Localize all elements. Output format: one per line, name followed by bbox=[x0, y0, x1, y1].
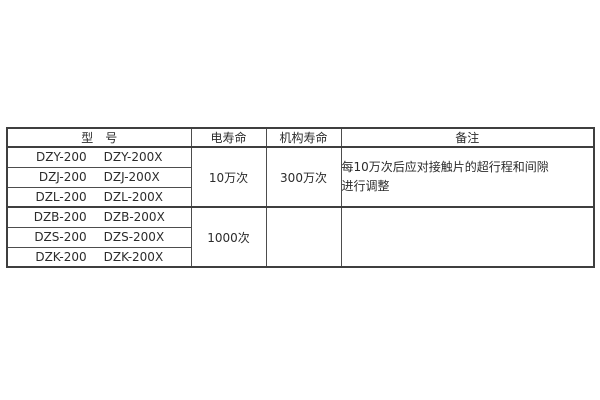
mechanism-life-group2-cell bbox=[265, 206, 342, 268]
col-header-electrical-life: 电寿命 bbox=[190, 127, 267, 148]
model-cell-dzj: DZJ-200 DZJ-200X bbox=[6, 166, 192, 188]
model-name-variant: DZS-200X bbox=[103, 230, 165, 244]
model-cell-dzy: DZY-200 DZY-200X bbox=[6, 146, 192, 168]
col-header-model: 型 号 bbox=[6, 127, 192, 148]
remarks-group2-cell bbox=[340, 206, 595, 268]
model-name-primary: DZK-200 bbox=[35, 249, 87, 264]
model-name-primary: DZJ-200 bbox=[38, 170, 87, 184]
model-pair: DZB-200 DZB-200X bbox=[8, 210, 191, 224]
model-name-primary: DZB-200 bbox=[33, 210, 87, 225]
model-pair: DZK-200 DZK-200X bbox=[8, 250, 191, 264]
col-header-mechanism-life: 机构寿命 bbox=[265, 127, 342, 148]
model-name-primary: DZL-200 bbox=[35, 189, 87, 204]
mechanism-life-group1-cell: 300万次 bbox=[265, 146, 342, 208]
model-cell-dzs: DZS-200 DZS-200X bbox=[6, 226, 192, 248]
table-header-row: 型 号 电寿命 机构寿命 备注 bbox=[6, 127, 595, 148]
remark-line-1: 每10万次后应对接触片的超行程和间隙 bbox=[341, 160, 549, 174]
table-row: DZJ-200 DZJ-200X bbox=[6, 166, 594, 188]
model-pair: DZS-200 DZS-200X bbox=[8, 230, 191, 244]
model-cell-dzl: DZL-200 DZL-200X bbox=[6, 186, 192, 208]
table-row: DZB-200 DZB-200X 1000次 bbox=[6, 206, 595, 268]
model-cell-dzk: DZK-200 DZK-200X bbox=[6, 246, 192, 268]
table-row: DZK-200 DZK-200X bbox=[6, 246, 594, 268]
spec-table: 型 号 电寿命 机构寿命 备注 DZY-200 DZY-200X 10万次 30… bbox=[6, 127, 595, 268]
model-name-variant: DZL-200X bbox=[103, 189, 164, 204]
remark-line-2: 进行调整 bbox=[341, 179, 390, 193]
model-name-variant: DZK-200X bbox=[103, 249, 164, 264]
model-cell-dzb: DZB-200 DZB-200X bbox=[6, 206, 192, 228]
model-pair: DZY-200 DZY-200X bbox=[8, 150, 191, 164]
model-name-primary: DZY-200 bbox=[36, 150, 87, 165]
model-name-variant: DZB-200X bbox=[103, 210, 165, 225]
remarks-group1-cell: 每10万次后应对接触片的超行程和间隙 进行调整 bbox=[340, 146, 595, 208]
model-pair: DZJ-200 DZJ-200X bbox=[8, 170, 191, 184]
model-name-variant: DZY-200X bbox=[103, 150, 163, 165]
table-row: DZS-200 DZS-200X bbox=[6, 226, 594, 248]
col-header-remarks: 备注 bbox=[340, 127, 595, 148]
model-pair: DZL-200 DZL-200X bbox=[8, 190, 191, 204]
table-row: DZL-200 DZL-200X bbox=[6, 186, 594, 208]
electrical-life-group2-cell: 1000次 bbox=[190, 206, 267, 268]
electrical-life-group1-cell: 10万次 bbox=[190, 146, 267, 208]
model-name-variant: DZJ-200X bbox=[103, 170, 160, 184]
table-row: DZY-200 DZY-200X 10万次 300万次 每10万次后应对接触片的… bbox=[6, 146, 595, 208]
model-name-primary: DZS-200 bbox=[34, 230, 87, 244]
